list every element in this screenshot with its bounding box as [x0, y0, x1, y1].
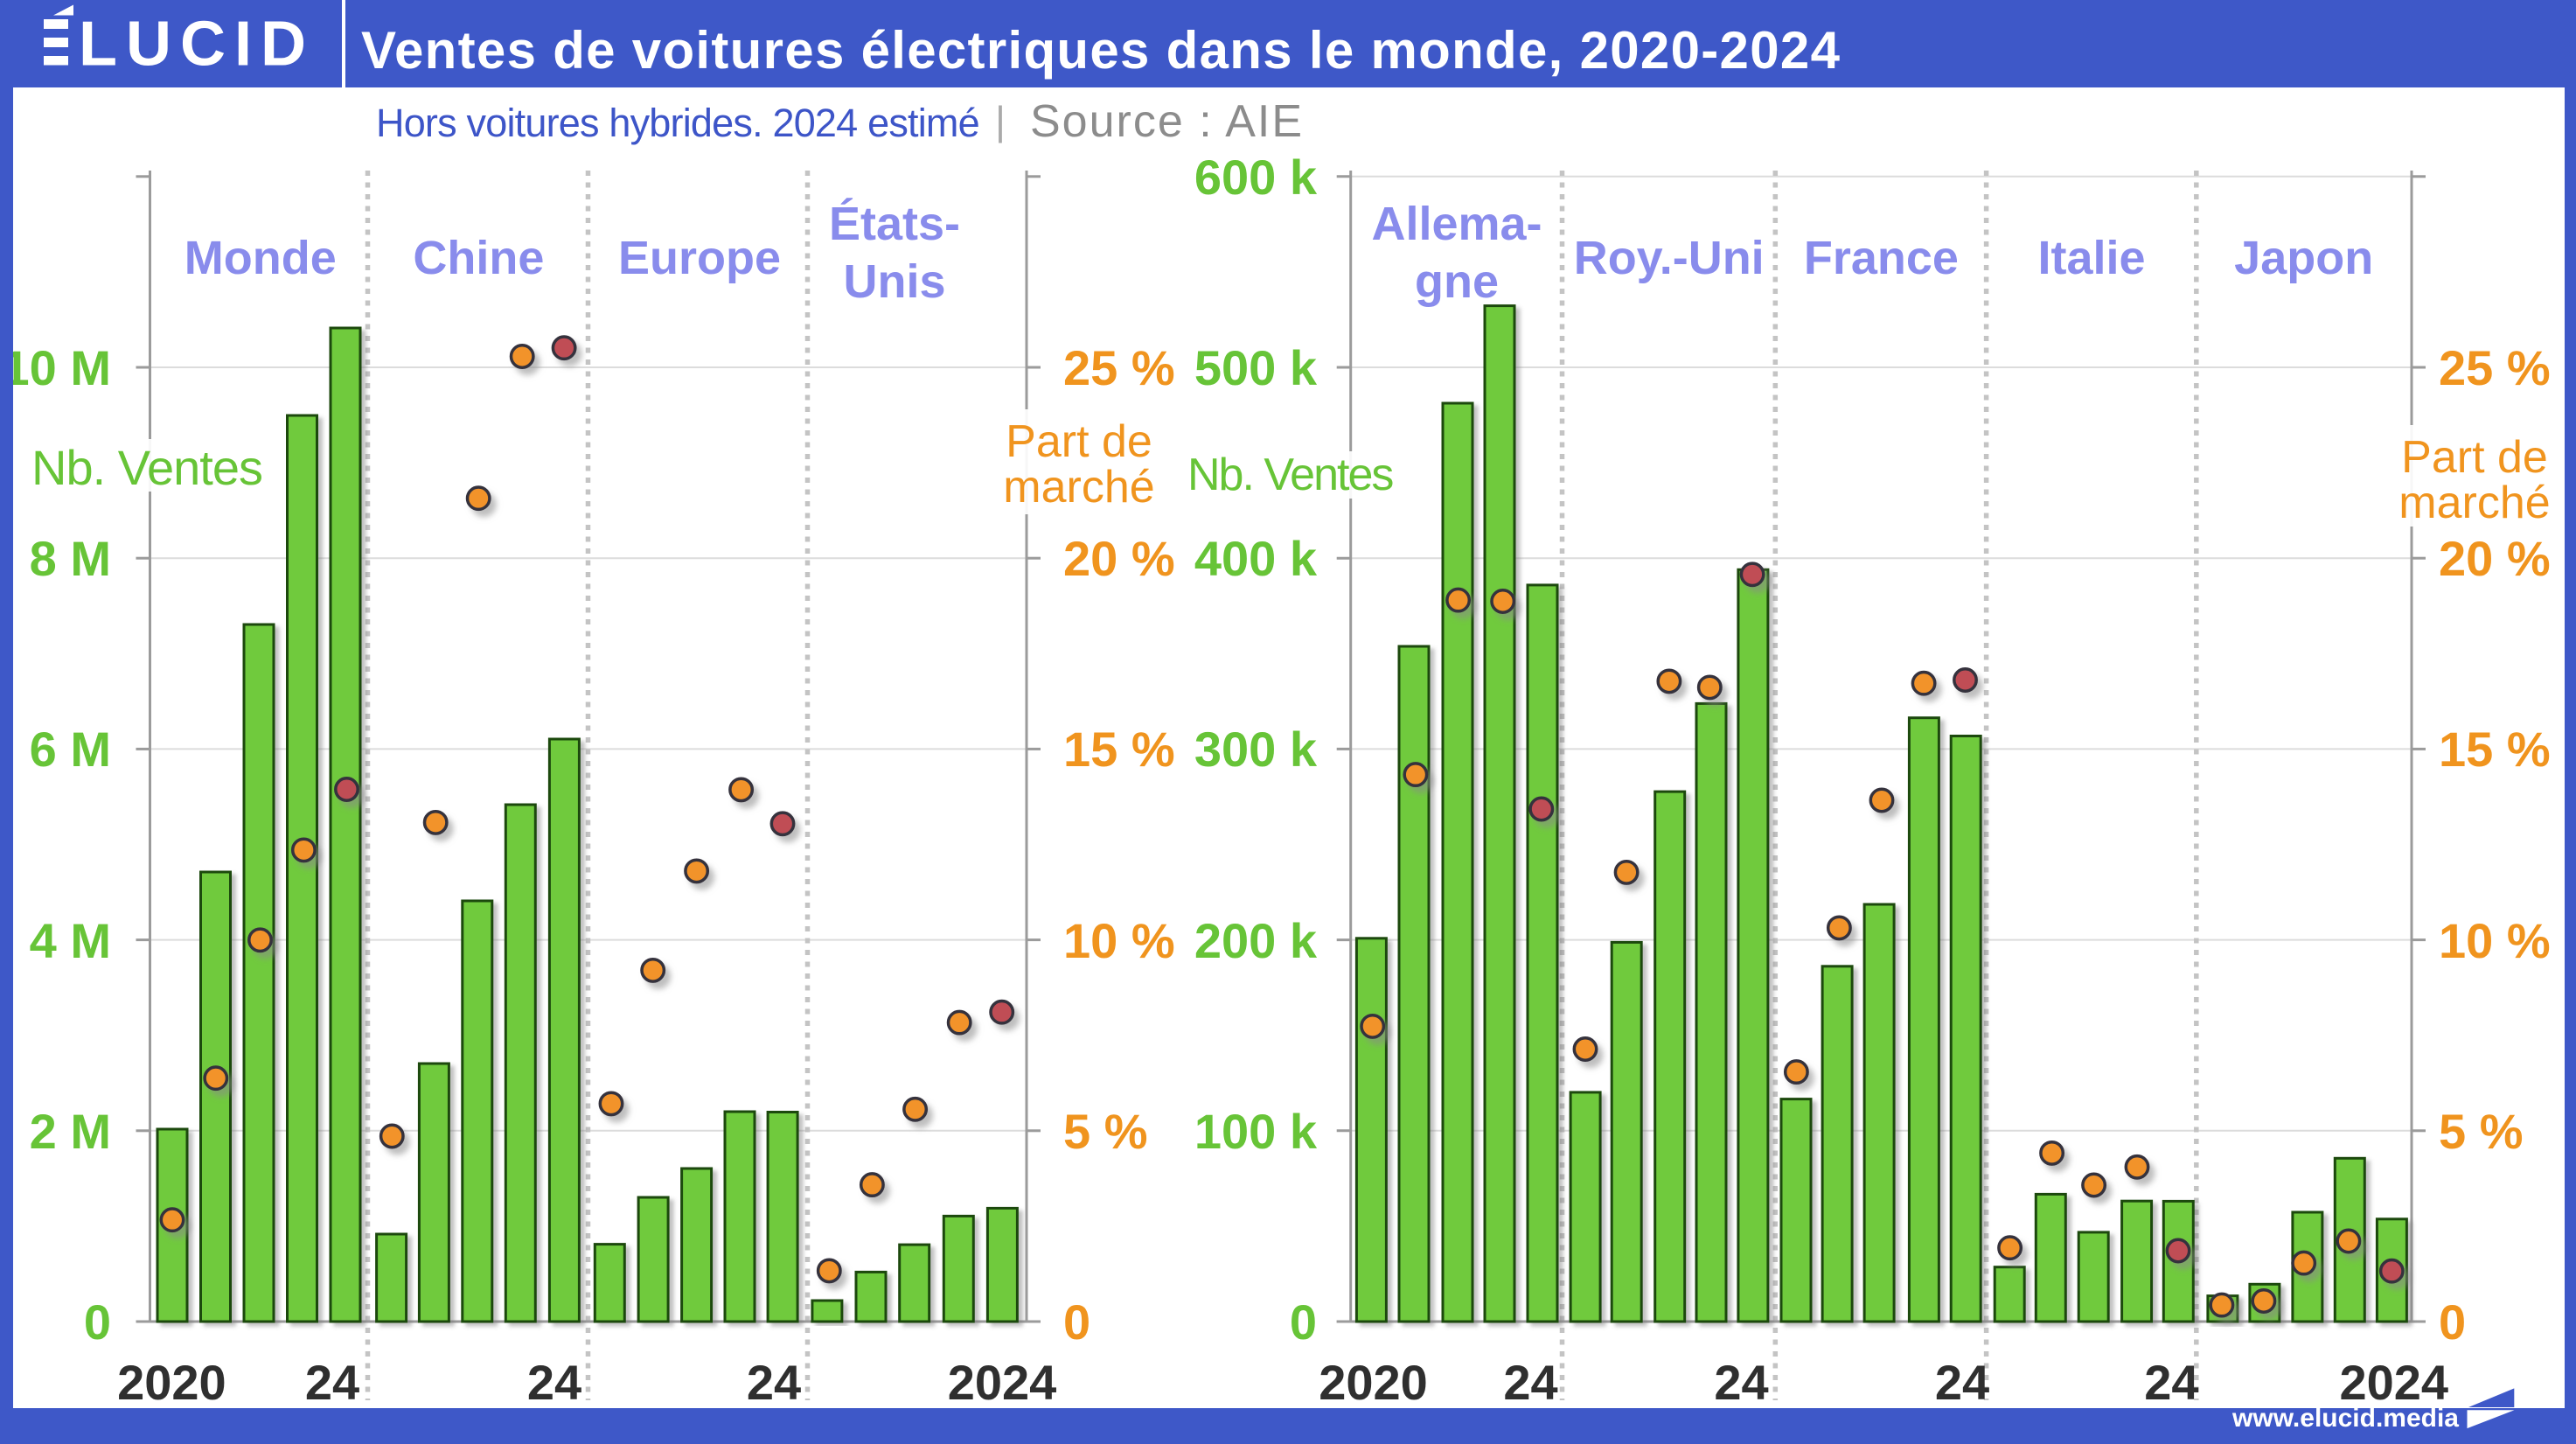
svg-text:5 %: 5 %: [1063, 1104, 1148, 1159]
svg-text:2020: 2020: [117, 1355, 226, 1410]
svg-text:2024: 2024: [2340, 1355, 2449, 1410]
svg-text:LUCID: LUCID: [79, 10, 315, 80]
svg-text:Europe: Europe: [618, 232, 781, 284]
svg-text:24: 24: [2144, 1355, 2198, 1410]
svg-text:24: 24: [747, 1355, 801, 1410]
svg-text:25 %: 25 %: [2439, 340, 2551, 395]
svg-text:0: 0: [1063, 1294, 1090, 1350]
svg-text:24: 24: [1935, 1355, 1989, 1410]
svg-text:300 k: 300 k: [1194, 722, 1318, 777]
svg-text:États-: États-: [829, 198, 960, 250]
svg-text:4 M: 4 M: [30, 913, 111, 968]
svg-text:gne: gne: [1415, 255, 1499, 308]
svg-text:Nb. Ventes: Nb. Ventes: [1187, 450, 1393, 500]
svg-text:France: France: [1804, 232, 1959, 284]
svg-text:Chine: Chine: [413, 232, 544, 284]
svg-text:5 %: 5 %: [2439, 1104, 2524, 1159]
svg-text:400 k: 400 k: [1194, 531, 1318, 586]
svg-text:10 M: 10 M: [3, 340, 112, 395]
svg-text:Nb. Ventes: Nb. Ventes: [31, 440, 262, 495]
svg-text:15 %: 15 %: [1063, 722, 1175, 777]
svg-text:200 k: 200 k: [1194, 913, 1318, 968]
svg-text:25 %: 25 %: [1063, 340, 1175, 395]
svg-text:marché: marché: [2398, 478, 2550, 528]
svg-text:0: 0: [84, 1294, 111, 1350]
svg-text:100 k: 100 k: [1194, 1104, 1318, 1159]
svg-text:2024: 2024: [948, 1355, 1057, 1410]
svg-text:24: 24: [1714, 1355, 1768, 1410]
svg-text:|: |: [995, 98, 1006, 143]
svg-text:2 M: 2 M: [30, 1104, 111, 1159]
svg-text:24: 24: [1503, 1355, 1557, 1410]
svg-text:600 k: 600 k: [1194, 150, 1318, 205]
svg-text:Japon: Japon: [2234, 232, 2373, 284]
svg-text:0: 0: [1290, 1294, 1317, 1350]
svg-text:24: 24: [305, 1355, 359, 1410]
svg-text:8 M: 8 M: [30, 531, 111, 586]
svg-text:24: 24: [527, 1355, 581, 1410]
svg-text:Unis: Unis: [843, 255, 945, 308]
svg-text:0: 0: [2439, 1294, 2466, 1350]
svg-text:2020: 2020: [1319, 1355, 1428, 1410]
svg-text:Part de: Part de: [2401, 432, 2548, 483]
svg-text:10 %: 10 %: [1063, 913, 1175, 968]
svg-text:20 %: 20 %: [2439, 531, 2551, 586]
svg-text:Source : AIE: Source : AIE: [1030, 96, 1304, 147]
svg-text:Monde: Monde: [184, 232, 337, 284]
svg-text:6 M: 6 M: [30, 722, 111, 777]
svg-text:Roy.-Uni: Roy.-Uni: [1574, 232, 1765, 284]
svg-text:10 %: 10 %: [2439, 913, 2551, 968]
svg-text:Italie: Italie: [2037, 232, 2145, 284]
svg-text:Ventes de voitures électriques: Ventes de voitures électriques dans le m…: [361, 21, 1841, 80]
svg-text:www.elucid.media: www.elucid.media: [2231, 1404, 2459, 1433]
svg-text:Part de: Part de: [1006, 416, 1152, 467]
svg-text:Allema-: Allema-: [1371, 198, 1542, 250]
svg-text:15 %: 15 %: [2439, 722, 2551, 777]
svg-text:Hors voitures hybrides. 2024 e: Hors voitures hybrides. 2024 estimé: [376, 101, 979, 145]
svg-text:marché: marché: [1003, 462, 1154, 513]
svg-text:20 %: 20 %: [1063, 531, 1175, 586]
svg-text:500 k: 500 k: [1194, 340, 1318, 395]
